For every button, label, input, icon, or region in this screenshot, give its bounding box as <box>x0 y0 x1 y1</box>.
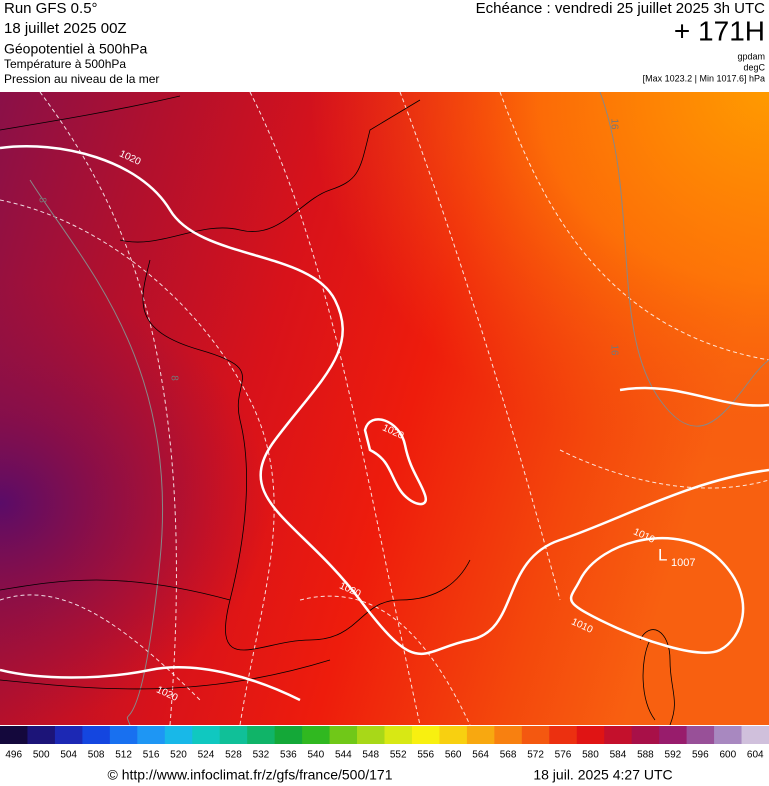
colorbar-swatch <box>274 726 303 744</box>
colorbar-label: 496 <box>5 750 22 761</box>
geopotential-contours <box>0 92 769 725</box>
run-title: Run GFS 0.5° <box>4 0 98 17</box>
field-temperature: Température à 500hPa <box>4 57 126 71</box>
colorbar-label: 536 <box>280 750 297 761</box>
map <box>0 92 769 725</box>
colorbar-label: 572 <box>527 750 544 761</box>
colorbar-swatch <box>137 726 166 744</box>
colorbar-label: 600 <box>719 750 736 761</box>
lead-time: + 171H <box>674 15 765 46</box>
forecast-time: Echéance : vendredi 25 juillet 2025 3h U… <box>476 0 766 17</box>
colorbar-swatch <box>686 726 715 744</box>
colorbar-label: 524 <box>198 750 215 761</box>
colorbar-label: 520 <box>170 750 187 761</box>
colorbar-swatch <box>466 726 495 744</box>
colorbar-swatch <box>109 726 138 744</box>
colorbar-swatch <box>549 726 578 744</box>
colorbar-swatch <box>302 726 331 744</box>
colorbar-swatch <box>82 726 111 744</box>
colorbar-label: 516 <box>143 750 160 761</box>
colorbar-swatch <box>192 726 221 744</box>
colorbar-swatch <box>521 726 550 744</box>
colorbar-label: 568 <box>500 750 517 761</box>
timestamp: 18 juil. 2025 4:27 UTC <box>533 767 672 783</box>
colorbar-label: 544 <box>335 750 352 761</box>
colorbar-label: 552 <box>390 750 407 761</box>
colorbar-label: 540 <box>307 750 324 761</box>
colorbar-swatch <box>631 726 660 744</box>
colorbar-swatch <box>576 726 605 744</box>
colorbar-label: 588 <box>637 750 654 761</box>
colorbar-label: 532 <box>253 750 270 761</box>
colorbar-label: 528 <box>225 750 242 761</box>
colorbar-label: 556 <box>417 750 434 761</box>
colorbar-label: 512 <box>115 750 132 761</box>
colorbar-label: 604 <box>747 750 764 761</box>
colorbar-swatch <box>604 726 633 744</box>
low-symbol: L <box>658 545 667 564</box>
colorbar-label: 508 <box>88 750 105 761</box>
colorbar-label: 584 <box>610 750 627 761</box>
colorbar-swatch <box>0 726 28 744</box>
run-date: 18 juillet 2025 00Z <box>4 20 127 37</box>
contour-label: 16 <box>608 344 619 356</box>
field-pressure: Pression au niveau de la mer <box>4 72 159 86</box>
unit-geopotential: gpdam <box>737 51 765 61</box>
colorbar-label: 548 <box>362 750 379 761</box>
colorbar-label: 564 <box>472 750 489 761</box>
colorbar-label: 596 <box>692 750 709 761</box>
colorbar-swatch <box>659 726 688 744</box>
low-value: 1007 <box>671 557 695 569</box>
colorbar-swatch <box>329 726 358 744</box>
pressure-isobars <box>0 145 769 702</box>
colorbar-swatch <box>714 726 743 744</box>
coastlines <box>0 95 675 725</box>
colorbar: 496 500 504 508 512 516 520 524 528 532 536 540 544 5… <box>0 726 769 761</box>
source-url: © http://www.infoclimat.fr/z/gfs/france/… <box>108 767 393 783</box>
colorbar-swatch <box>384 726 413 744</box>
colorbar-label: 576 <box>555 750 572 761</box>
colorbar-swatch <box>54 726 83 744</box>
contour-label: 8 <box>168 375 179 381</box>
field-geopotential: Géopotentiel à 500hPa <box>4 41 147 57</box>
colorbar-label: 580 <box>582 750 599 761</box>
colorbar-label: 592 <box>665 750 682 761</box>
colorbar-swatch <box>219 726 248 744</box>
unit-temperature: degC <box>743 62 765 72</box>
colorbar-label: 560 <box>445 750 462 761</box>
colorbar-swatch <box>27 726 56 744</box>
pressure-range: [Max 1023.2 | Min 1017.6] hPa <box>643 73 765 83</box>
colorbar-swatch <box>247 726 276 744</box>
colorbar-swatch <box>439 726 468 744</box>
contour-label: 8 <box>36 197 47 203</box>
colorbar-swatch <box>164 726 193 744</box>
map-cold-zone <box>0 92 769 725</box>
colorbar-label: 500 <box>33 750 50 761</box>
contour-label: 16 <box>608 118 619 130</box>
colorbar-swatch <box>411 726 440 744</box>
colorbar-label: 504 <box>60 750 77 761</box>
colorbar-swatch <box>741 726 769 744</box>
colorbar-swatch <box>494 726 523 744</box>
colorbar-swatch <box>357 726 385 744</box>
